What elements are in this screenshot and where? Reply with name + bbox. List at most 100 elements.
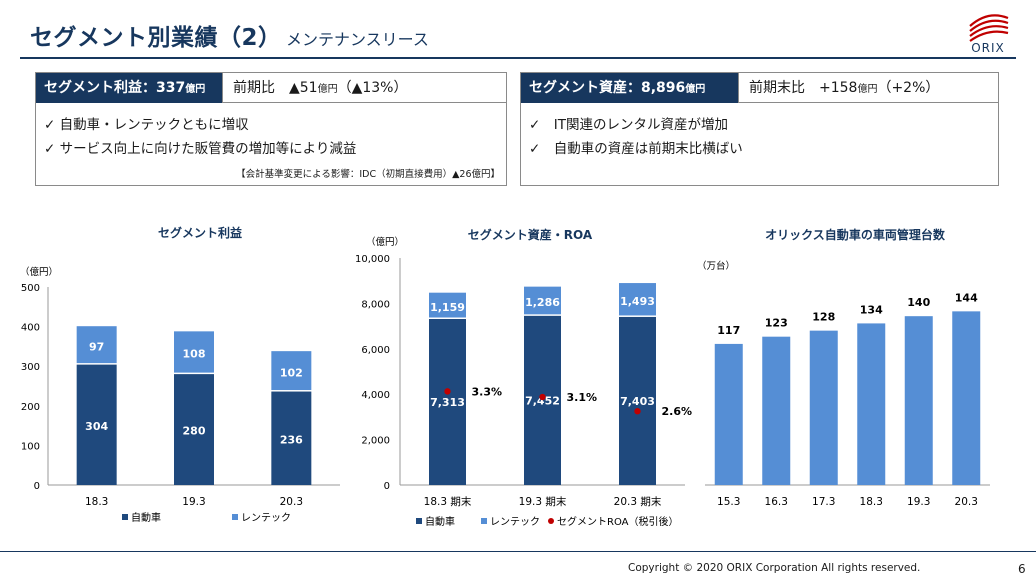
bar-fleet <box>762 336 791 485</box>
x-tick-label: 19.3 期末 <box>519 495 567 508</box>
vehicle-fleet-chart: オリックス自動車の車両管理台数 （万台） 117 15.3 123 16.3 128 17.3… <box>697 227 990 508</box>
x-tick-label: 20.3 <box>280 496 303 508</box>
legend-label-auto: 自動車 <box>131 511 161 524</box>
data-label-rentec: 1,493 <box>620 295 655 308</box>
y-tick-label: 10,000 <box>355 254 390 265</box>
y-tick-label: 200 <box>21 402 40 413</box>
legend-marker-rentec <box>481 518 487 524</box>
y-tick-label: 100 <box>21 441 40 452</box>
y-tick-label: 8,000 <box>361 299 390 310</box>
copyright-text: Copyright © 2020 ORIX Corporation All ri… <box>628 562 921 574</box>
data-label-fleet: 117 <box>717 324 740 337</box>
legend-label-rentec: レンテック <box>490 516 540 528</box>
y-tick-label: 6,000 <box>361 345 390 356</box>
segment-assets-label: セグメント資産：8,896億円 <box>521 73 738 103</box>
x-tick-label: 20.3 期末 <box>614 495 662 508</box>
data-label-auto: 304 <box>85 420 108 433</box>
bar-auto <box>174 374 214 485</box>
y-tick-label: 300 <box>21 362 40 373</box>
x-tick-label: 18.3 <box>85 496 108 508</box>
bar-auto <box>524 315 561 485</box>
profit-bullet-2: ✓ サービス向上に向けた販管費の増加等により減益 <box>44 141 357 157</box>
chart-title: オリックス自動車の車両管理台数 <box>765 227 946 242</box>
legend-marker-auto <box>122 514 128 520</box>
y-tick-label: 0 <box>34 481 40 492</box>
roa-label: 3.1% <box>567 391 598 404</box>
roa-point <box>444 388 451 395</box>
accounting-footnote: 【会計基準変更による影響：IDC（初期直接費用）▲26億円】 <box>236 169 500 180</box>
data-label-auto: 236 <box>280 433 303 446</box>
bar-fleet <box>904 316 933 485</box>
page-title: セグメント別業績（2） <box>30 25 282 51</box>
legend-label-roa: セグメントROA（税引後） <box>557 515 678 528</box>
legend-marker-rentec <box>232 514 238 520</box>
y-axis-unit-label: （万台） <box>697 260 735 272</box>
segment-profit-label: セグメント利益：337億円 <box>36 73 222 103</box>
title-divider <box>20 57 1016 59</box>
bar-rentec <box>524 286 561 315</box>
data-label-rentec: 97 <box>89 340 104 353</box>
x-tick-label: 18.3 期末 <box>424 495 472 508</box>
bar-rentec <box>174 331 214 373</box>
segment-profit-comparison: 前期比 ▲51億円（▲13%） <box>222 73 506 103</box>
segment-assets-roa-chart: セグメント資産・ROA （億円） 0 2,000 4,000 6,000 8,000 10,0… <box>355 227 693 528</box>
bar-rentec <box>429 292 466 318</box>
data-label-fleet: 134 <box>860 303 883 316</box>
data-label-auto: 7,403 <box>620 395 655 408</box>
chart-title: セグメント利益 <box>158 225 242 240</box>
bar-rentec <box>271 351 312 391</box>
data-label-fleet: 128 <box>812 311 835 324</box>
x-tick-label: 17.3 <box>812 496 835 508</box>
y-tick-label: 2,000 <box>361 436 390 447</box>
y-tick-label: 500 <box>21 283 40 294</box>
bar-auto <box>429 318 466 485</box>
x-tick-label: 19.3 <box>182 496 205 508</box>
y-tick-label: 4,000 <box>361 390 390 401</box>
footer-divider <box>0 551 1036 552</box>
x-tick-label: 20.3 <box>955 496 978 508</box>
x-tick-label: 18.3 <box>860 496 883 508</box>
x-tick-label: 19.3 <box>907 496 930 508</box>
bar-auto <box>619 316 656 485</box>
roa-point <box>539 393 546 401</box>
chart-title: セグメント資産・ROA <box>468 227 593 242</box>
bar-fleet <box>952 311 981 485</box>
y-tick-label: 400 <box>21 323 40 334</box>
data-label-fleet: 123 <box>765 317 788 330</box>
bar-auto <box>271 391 312 485</box>
bar-fleet <box>809 330 838 485</box>
segment-assets-comparison: 前期末比 +158億円（+2%） <box>738 73 998 103</box>
legend-marker-auto <box>416 518 422 524</box>
data-label-rentec: 1,286 <box>525 296 560 309</box>
bar-auto <box>76 364 117 485</box>
roa-label: 3.3% <box>472 385 503 398</box>
legend-label-auto: 自動車 <box>425 515 455 528</box>
assets-bullet-1: ✓ IT関連のレンタル資産が増加 <box>529 117 729 133</box>
data-label-auto: 7,313 <box>430 396 465 409</box>
data-label-fleet: 144 <box>955 291 978 304</box>
y-axis-unit-label: （億円） <box>366 236 404 248</box>
legend-label-rentec: レンテック <box>241 512 291 524</box>
bar-fleet <box>857 323 886 485</box>
roa-label: 2.6% <box>662 405 693 418</box>
data-label-auto: 280 <box>183 425 206 438</box>
data-label-rentec: 1,159 <box>430 301 465 314</box>
bar-rentec <box>76 326 117 364</box>
logo-text: ORIX <box>971 41 1005 54</box>
page-number: 6 <box>1018 562 1026 576</box>
data-label-rentec: 108 <box>183 348 206 361</box>
profit-bullet-1: ✓ 自動車・レンテックともに増収 <box>44 117 249 133</box>
assets-bullet-2: ✓ 自動車の資産は前期末比横ばい <box>529 141 743 157</box>
x-tick-label: 16.3 <box>765 496 788 508</box>
y-tick-label: 0 <box>384 481 390 492</box>
segment-profit-chart: セグメント利益 （億円） 0 100 200 300 400 500 304 97 18.3 280 1… <box>20 225 340 524</box>
bar-fleet <box>714 343 743 485</box>
data-label-fleet: 140 <box>907 296 930 309</box>
data-label-auto: 7,452 <box>525 394 560 407</box>
segment-assets-panel: セグメント資産：8,896億円 前期末比 +158億円（+2%） ✓ IT関連の… <box>520 72 999 186</box>
y-axis-unit-label: （億円） <box>20 266 58 278</box>
legend-marker-roa <box>548 518 554 524</box>
bar-rentec <box>619 283 656 316</box>
page-subtitle: メンテナンスリース <box>286 30 429 49</box>
roa-point <box>634 408 641 415</box>
